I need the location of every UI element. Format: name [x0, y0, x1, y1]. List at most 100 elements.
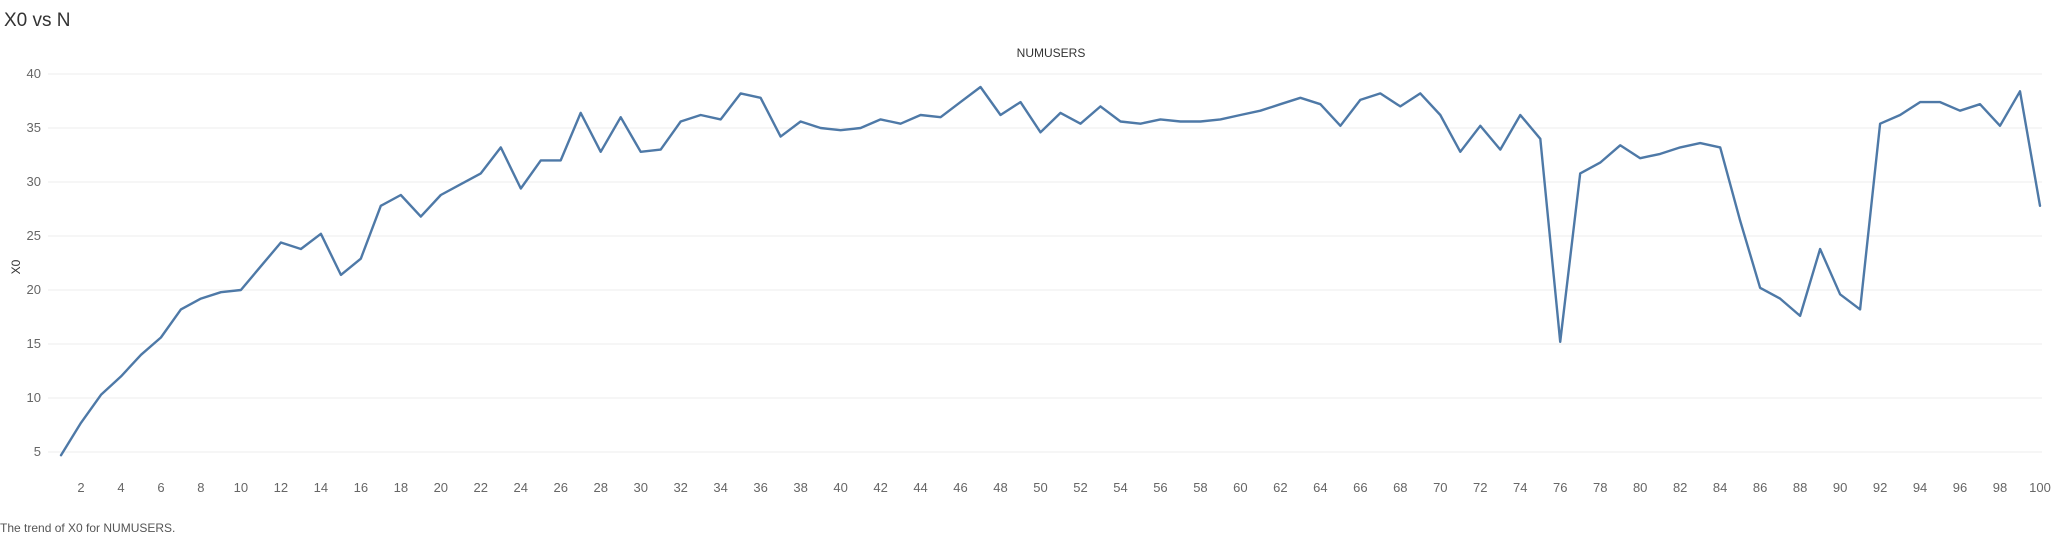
- data-point[interactable]: [957, 98, 965, 106]
- data-point[interactable]: [1896, 111, 1904, 119]
- data-point[interactable]: [1916, 98, 1924, 106]
- data-point[interactable]: [777, 133, 785, 141]
- data-point[interactable]: [1476, 122, 1484, 130]
- data-point[interactable]: [77, 419, 85, 427]
- data-point[interactable]: [1376, 89, 1384, 97]
- data-point[interactable]: [1956, 107, 1964, 115]
- data-point[interactable]: [997, 111, 1005, 119]
- data-point[interactable]: [617, 113, 625, 121]
- data-point[interactable]: [1756, 284, 1764, 292]
- data-point[interactable]: [1836, 290, 1844, 298]
- data-point[interactable]: [1576, 169, 1584, 177]
- data-point[interactable]: [1716, 143, 1724, 151]
- data-point[interactable]: [1236, 111, 1244, 119]
- data-point[interactable]: [1636, 154, 1644, 162]
- data-point[interactable]: [897, 120, 905, 128]
- data-point[interactable]: [1776, 295, 1784, 303]
- data-point[interactable]: [1696, 139, 1704, 147]
- data-point[interactable]: [437, 191, 445, 199]
- data-point[interactable]: [1296, 94, 1304, 102]
- data-point[interactable]: [1096, 102, 1104, 110]
- data-point[interactable]: [217, 288, 225, 296]
- data-point[interactable]: [697, 111, 705, 119]
- data-point[interactable]: [837, 126, 845, 134]
- data-point[interactable]: [57, 451, 65, 459]
- data-point[interactable]: [317, 230, 325, 238]
- data-point[interactable]: [1256, 107, 1264, 115]
- data-point[interactable]: [737, 89, 745, 97]
- data-point[interactable]: [817, 124, 825, 132]
- data-point[interactable]: [1356, 96, 1364, 104]
- data-point[interactable]: [1316, 100, 1324, 108]
- data-point[interactable]: [1656, 150, 1664, 158]
- data-point[interactable]: [497, 143, 505, 151]
- data-point[interactable]: [457, 180, 465, 188]
- data-point[interactable]: [357, 255, 365, 263]
- data-point[interactable]: [257, 262, 265, 270]
- data-point[interactable]: [977, 83, 985, 91]
- series-line[interactable]: [59, 85, 2042, 457]
- data-point[interactable]: [857, 124, 865, 132]
- data-point[interactable]: [1037, 128, 1045, 136]
- data-point[interactable]: [1436, 111, 1444, 119]
- data-point[interactable]: [917, 111, 925, 119]
- data-point[interactable]: [1056, 109, 1064, 117]
- data-point[interactable]: [637, 148, 645, 156]
- data-point[interactable]: [237, 286, 245, 294]
- data-point[interactable]: [1996, 122, 2004, 130]
- data-point[interactable]: [517, 184, 525, 192]
- data-point[interactable]: [2016, 87, 2024, 95]
- data-point[interactable]: [1596, 159, 1604, 167]
- data-point[interactable]: [1076, 120, 1084, 128]
- data-point[interactable]: [337, 271, 345, 279]
- data-point[interactable]: [277, 238, 285, 246]
- data-point[interactable]: [417, 213, 425, 221]
- data-point[interactable]: [1556, 338, 1564, 346]
- data-point[interactable]: [557, 156, 565, 164]
- data-point[interactable]: [577, 109, 585, 117]
- data-point[interactable]: [1396, 102, 1404, 110]
- data-point[interactable]: [877, 115, 885, 123]
- data-point[interactable]: [797, 118, 805, 126]
- data-point[interactable]: [757, 94, 765, 102]
- data-point[interactable]: [1536, 135, 1544, 143]
- data-point[interactable]: [1516, 111, 1524, 119]
- data-point[interactable]: [937, 113, 945, 121]
- data-point[interactable]: [157, 334, 165, 342]
- data-point[interactable]: [1936, 98, 1944, 106]
- data-point[interactable]: [1976, 100, 1984, 108]
- data-point[interactable]: [537, 156, 545, 164]
- data-point[interactable]: [1876, 120, 1884, 128]
- data-point[interactable]: [1676, 143, 1684, 151]
- data-point[interactable]: [1456, 148, 1464, 156]
- data-point[interactable]: [1616, 141, 1624, 149]
- data-point[interactable]: [1176, 118, 1184, 126]
- data-point[interactable]: [717, 115, 725, 123]
- data-point[interactable]: [1216, 115, 1224, 123]
- data-point[interactable]: [1796, 312, 1804, 320]
- data-point[interactable]: [677, 118, 685, 126]
- data-point[interactable]: [477, 169, 485, 177]
- data-point[interactable]: [1136, 120, 1144, 128]
- data-point[interactable]: [1736, 217, 1744, 225]
- data-point[interactable]: [1416, 89, 1424, 97]
- data-point[interactable]: [97, 391, 105, 399]
- data-point[interactable]: [397, 191, 405, 199]
- data-point[interactable]: [1496, 146, 1504, 154]
- data-point[interactable]: [177, 305, 185, 313]
- data-point[interactable]: [137, 351, 145, 359]
- data-point[interactable]: [657, 146, 665, 154]
- data-point[interactable]: [1816, 245, 1824, 253]
- data-point[interactable]: [1336, 122, 1344, 130]
- data-point[interactable]: [377, 202, 385, 210]
- data-point[interactable]: [597, 148, 605, 156]
- data-point[interactable]: [2036, 202, 2044, 210]
- data-point[interactable]: [1156, 115, 1164, 123]
- data-point[interactable]: [297, 245, 305, 253]
- data-point[interactable]: [1116, 118, 1124, 126]
- data-point[interactable]: [1856, 305, 1864, 313]
- data-point[interactable]: [1196, 118, 1204, 126]
- series-x0[interactable]: [57, 83, 2044, 459]
- data-point[interactable]: [197, 295, 205, 303]
